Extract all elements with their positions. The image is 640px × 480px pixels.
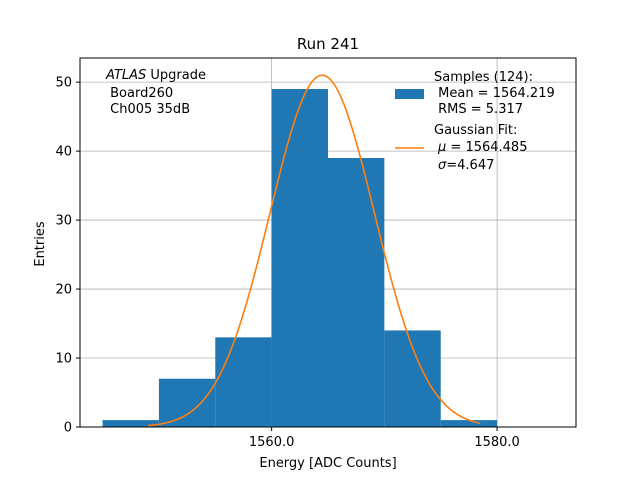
annotation-line-1: ATLAS Upgrade: [105, 68, 206, 83]
legend-fit-sigma-value: =4.647: [446, 158, 494, 173]
annotation-line-3: Ch005 35dB: [106, 102, 190, 117]
legend-samples-header: Samples (124):: [434, 70, 533, 85]
histogram-bar-0: [102, 420, 159, 427]
histogram-bar-6: [440, 420, 498, 427]
chart-title: Run 241: [297, 35, 359, 53]
annotation-experiment: ATLAS: [105, 68, 146, 83]
legend-samples-rms: RMS = 5.317: [434, 102, 523, 117]
histogram-bar-2: [215, 337, 272, 427]
histogram-bar-1: [158, 378, 216, 427]
gaussian-fit-curve: [147, 74, 481, 427]
legend: Samples (124): Mean = 1564.219 RMS = 5.3…: [395, 70, 555, 173]
x-tick-label-0: 1560.0: [249, 435, 295, 450]
legend-fit-mu-symbol: μ: [437, 140, 446, 155]
y-tick-label-0: 0: [64, 421, 72, 436]
plot-frame: [79, 57, 577, 428]
legend-fit-header: Gaussian Fit:: [434, 123, 517, 138]
fit-layer: [147, 74, 481, 427]
y-axis-label: Entries: [33, 221, 48, 267]
legend-fit-mu-value: = 1564.485: [446, 140, 527, 155]
histogram-bar-3: [271, 89, 328, 427]
x-axis-label: Energy [ADC Counts]: [259, 456, 396, 471]
y-tick-label-5: 50: [55, 76, 72, 91]
y-tick-label-2: 20: [55, 283, 72, 298]
histogram-bar-4: [328, 158, 385, 427]
y-tick-label-4: 40: [55, 145, 72, 160]
y-tick-label-3: 30: [55, 214, 72, 229]
x-tick-label-1: 1580.0: [474, 435, 520, 450]
y-tick-label-1: 10: [55, 352, 72, 367]
annotation-line-2: Board260: [106, 86, 173, 101]
legend-swatch-samples: [395, 89, 424, 99]
legend-samples-mean: Mean = 1564.219: [434, 86, 555, 101]
experiment-annotation: ATLAS Upgrade Board260 Ch005 35dB: [105, 68, 206, 117]
legend-fit-mu: μ = 1564.485: [437, 140, 527, 155]
legend-fit-sigma-symbol: σ: [438, 158, 447, 173]
ticks-layer: 1560.0 1580.0 0 10 20 30 40 50: [55, 76, 519, 450]
legend-fit-sigma: σ=4.647: [438, 158, 494, 173]
bars-layer: [102, 89, 498, 427]
histogram-bar-5: [384, 330, 441, 427]
annotation-suffix: Upgrade: [146, 68, 206, 83]
